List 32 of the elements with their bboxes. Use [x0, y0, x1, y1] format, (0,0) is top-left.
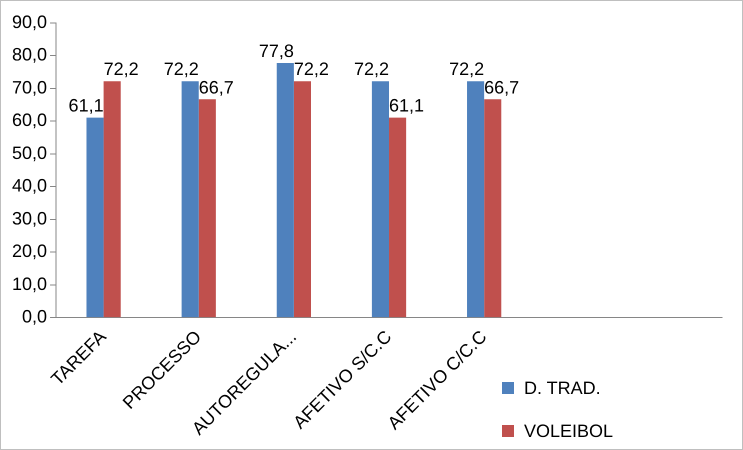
- bar: [372, 81, 390, 318]
- legend-label: D. TRAD.: [524, 378, 601, 399]
- bar: [484, 99, 502, 318]
- legend-label: VOLEIBOL: [524, 420, 614, 442]
- bar: [467, 81, 484, 318]
- data-label: 72,2: [164, 59, 199, 80]
- y-tick-label: 80,0: [12, 44, 48, 65]
- data-label: 72,2: [104, 59, 139, 80]
- bar: [86, 118, 104, 318]
- data-label: 72,2: [294, 59, 329, 80]
- data-label: 66,7: [484, 77, 520, 98]
- y-tick-label: 0,0: [22, 306, 48, 327]
- data-label: 66,7: [198, 77, 234, 98]
- bar: [389, 118, 406, 318]
- y-tick-label: 20,0: [12, 241, 48, 262]
- y-tick-label: 10,0: [12, 274, 48, 294]
- y-tick-label: 50,0: [12, 142, 48, 163]
- bar: [182, 81, 199, 318]
- y-tick-label: 60,0: [12, 110, 48, 130]
- bar: [198, 99, 216, 318]
- bar: [294, 81, 312, 318]
- y-tick-label: 90,0: [12, 12, 48, 32]
- data-label: 61,1: [68, 96, 104, 116]
- y-tick-label: 70,0: [12, 77, 48, 98]
- data-label: 72,2: [354, 59, 390, 80]
- bar: [276, 62, 294, 318]
- data-label: 72,2: [449, 59, 484, 80]
- data-label: 77,8: [258, 40, 294, 61]
- data-label: 61,1: [389, 96, 424, 116]
- y-tick-label: 30,0: [12, 208, 48, 228]
- y-tick-label: 40,0: [12, 176, 48, 196]
- bar: [104, 81, 121, 318]
